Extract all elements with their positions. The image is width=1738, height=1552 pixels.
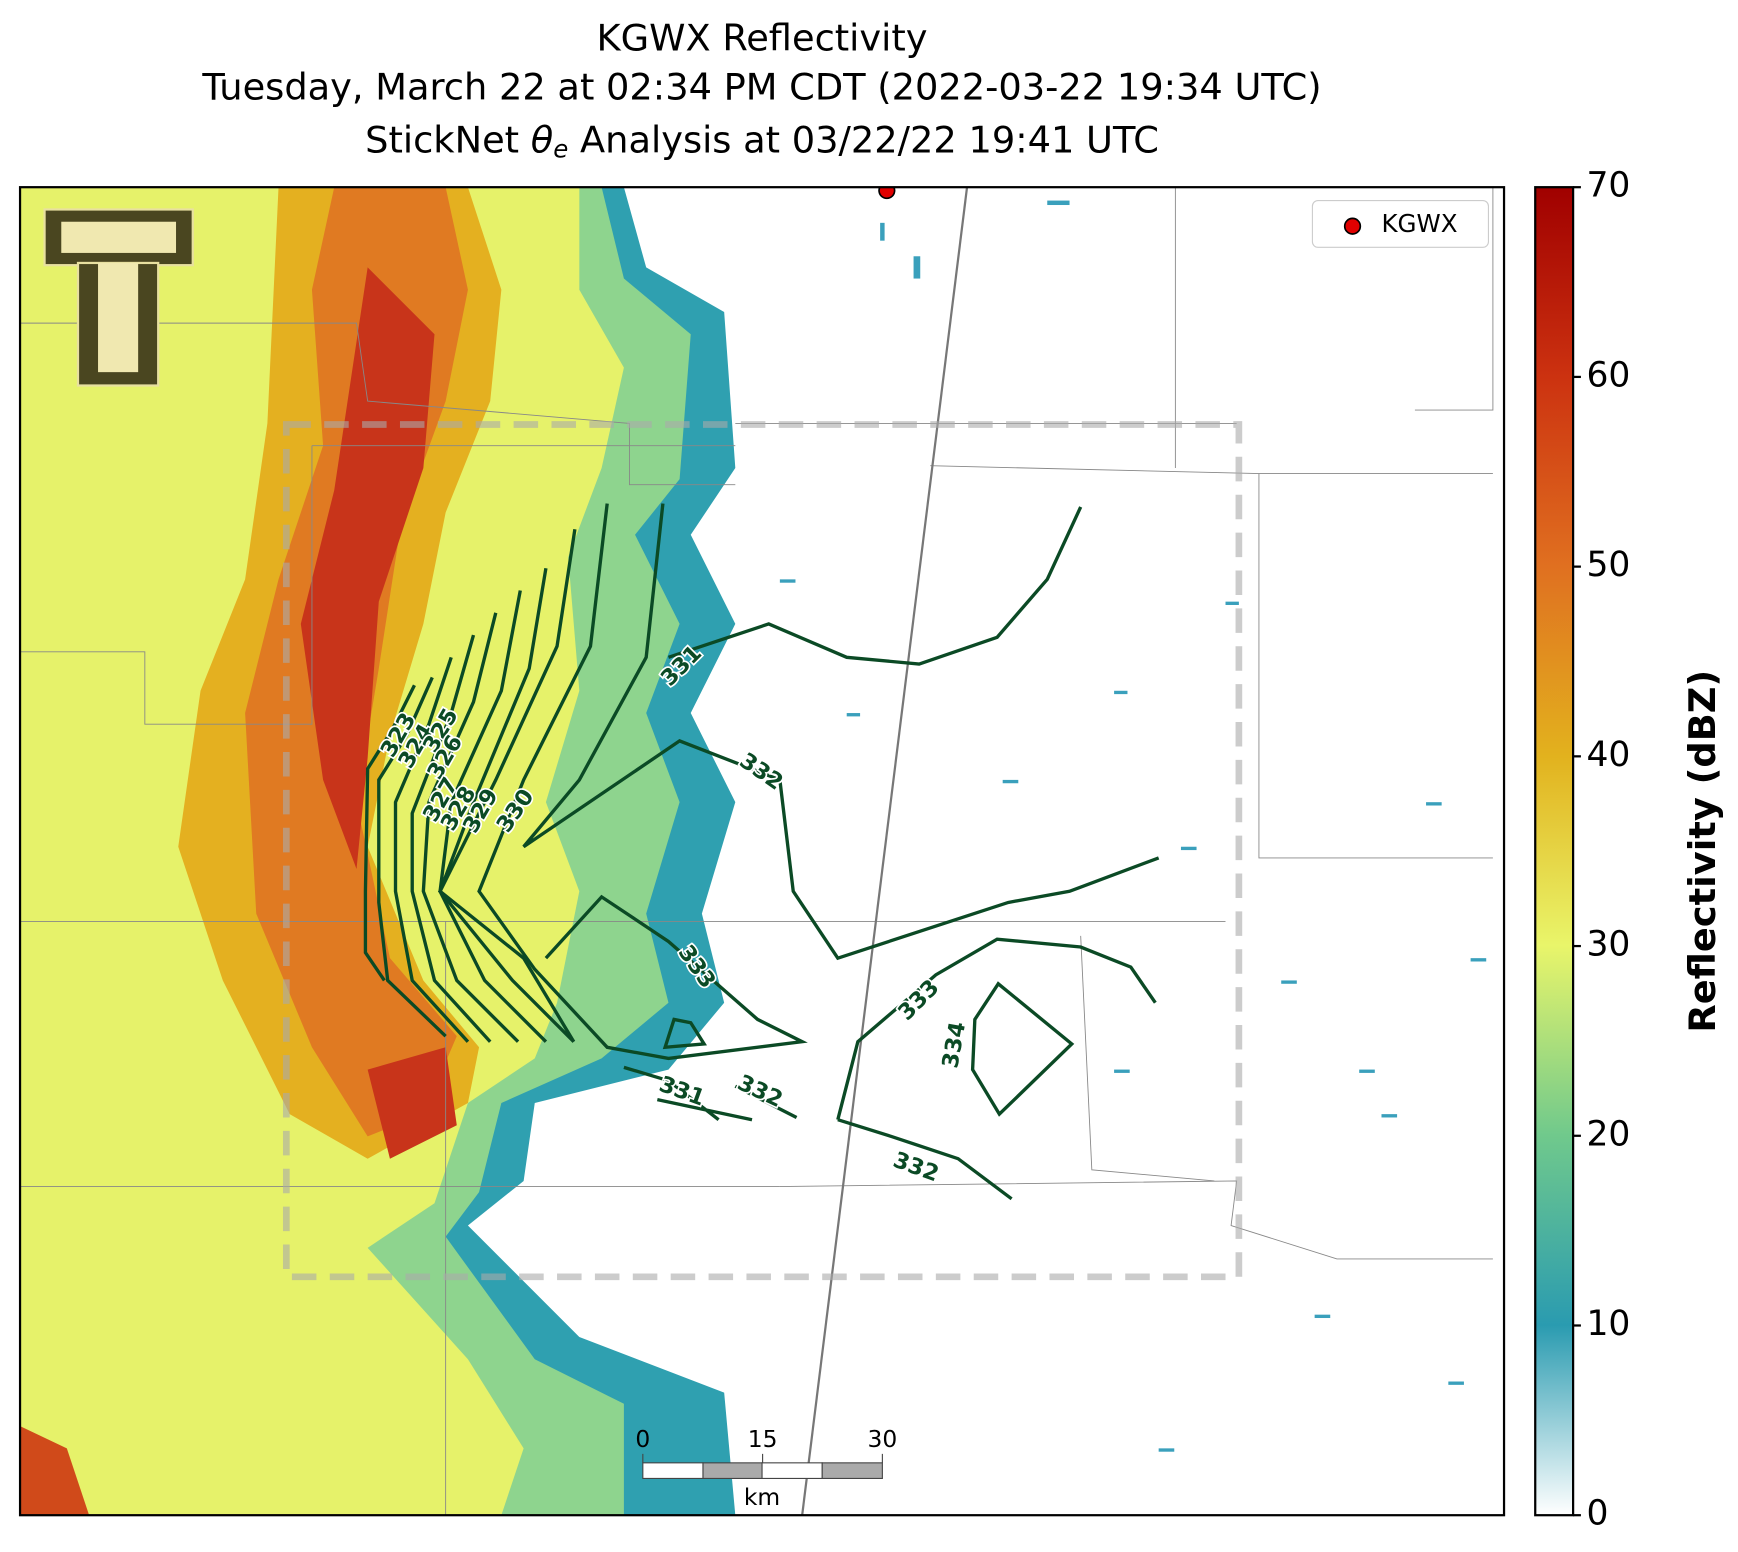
contour-lines (363, 503, 1160, 1201)
title-line-1: KGWX Reflectivity (597, 17, 928, 60)
legend: KGWX (1311, 200, 1489, 248)
colorbar-tick-label: 10 (1586, 1304, 1630, 1344)
scale-tick-label: 15 (748, 1425, 778, 1453)
colorbar-tick-label: 30 (1586, 925, 1630, 965)
colorbar-tick-label: 0 (1586, 1494, 1608, 1534)
title-line-2: Tuesday, March 22 at 02:34 PM CDT (2022-… (201, 66, 1321, 109)
colorbar-ramp (1534, 186, 1575, 1517)
legend-marker (1343, 217, 1362, 235)
title-symbol: θ (531, 118, 553, 161)
state-border (801, 187, 969, 1516)
logo (43, 208, 194, 387)
scale-tick-label: 0 (635, 1425, 650, 1453)
colorbar-tick-label: 60 (1586, 355, 1630, 395)
colorbar-tick-label: 50 (1586, 545, 1630, 585)
map-frame (18, 186, 1506, 1517)
scale-bar: km 0 15 30 (635, 1425, 897, 1511)
legend-box (1311, 200, 1489, 248)
title-subscript: e (553, 134, 568, 163)
title-text: StickNet (365, 118, 519, 161)
title-line-3: StickNet θe Analysis at 03/22/22 19:41 U… (365, 118, 1159, 170)
legend-label: KGWX (1381, 209, 1457, 238)
colorbar: Reflectivity (dBZ) 0 10 20 30 40 50 60 70 (1534, 166, 1724, 1534)
scale-tick-label: 30 (867, 1425, 897, 1453)
colorbar-tick-label: 40 (1586, 735, 1630, 775)
radar-echo (20, 1426, 90, 1516)
colorbar-tick-label: 70 (1586, 166, 1630, 206)
colorbar-label: Reflectivity (dBZ) (1681, 670, 1724, 1033)
colorbar-tick-label: 20 (1586, 1114, 1630, 1154)
scale-unit: km (744, 1483, 780, 1511)
analysis-domain (282, 421, 1243, 1281)
radar-echo (300, 267, 457, 1159)
radar-speckle (779, 200, 1487, 1452)
title-text: Analysis at 03/22/22 19:41 UTC (580, 118, 1159, 161)
radar-site (878, 187, 896, 200)
